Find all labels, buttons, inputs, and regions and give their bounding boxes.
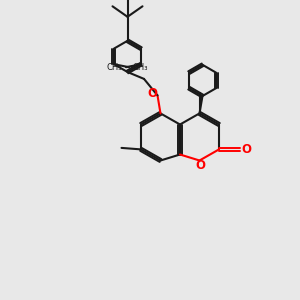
Text: O: O: [195, 159, 205, 172]
Text: O: O: [241, 143, 251, 156]
Text: CH₃: CH₃: [107, 63, 122, 72]
Text: CH₃: CH₃: [133, 63, 148, 72]
Text: O: O: [147, 87, 157, 101]
